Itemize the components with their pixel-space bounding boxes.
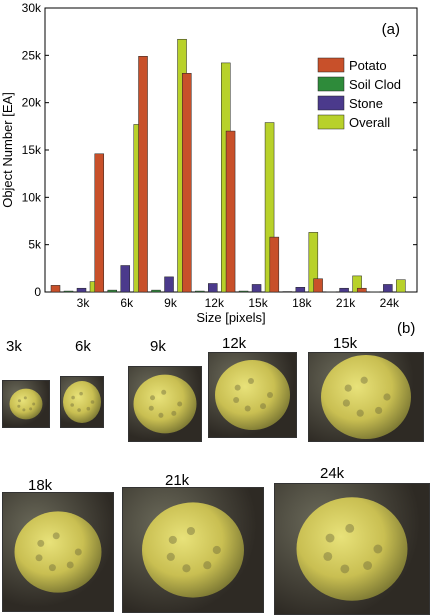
bar-potato: [182, 73, 192, 293]
bar-soil-clod: [107, 289, 118, 293]
x-axis-label: Size [pixels]: [196, 310, 265, 325]
bar-soil-clod: [151, 289, 161, 293]
x-tick-label: 24k: [380, 296, 400, 310]
bar-potato: [313, 278, 323, 293]
potato-sample-image: [122, 487, 264, 613]
y-tick-label: 0: [34, 285, 41, 299]
sample-size-label: 15k: [333, 335, 358, 352]
potato-sample-image: [128, 366, 202, 442]
y-tick-label: 30k: [22, 1, 42, 15]
bar-stone: [295, 287, 306, 293]
x-tick-label: 21k: [336, 296, 356, 310]
legend: Potato Soil Clod Stone Overall: [317, 57, 401, 130]
sample-size-label: 3k: [6, 338, 22, 355]
legend-swatch: [317, 57, 345, 73]
legend-label: Overall: [349, 115, 390, 130]
potato-shape: [296, 497, 408, 601]
bar-potato: [138, 56, 148, 293]
bar-overall: [264, 122, 275, 293]
legend-swatch: [317, 95, 345, 111]
y-tick-label: 5k: [28, 238, 42, 252]
bar-chart: 0 5k 10k 15k 20k 25k 30k 3k 6k 9k 12k 15k 18k 21k 24k…: [0, 1, 418, 325]
x-tick-label: 6k: [120, 296, 134, 310]
x-tick-label: 15k: [248, 296, 268, 310]
y-axis: 0 5k 10k 15k 20k 25k 30k: [22, 1, 417, 299]
sample-size-label: 6k: [75, 338, 91, 355]
y-tick-label: 15k: [22, 143, 42, 157]
sample-size-label: 9k: [150, 338, 166, 355]
bar-stone: [76, 287, 87, 293]
bar-potato: [357, 287, 367, 293]
potato-shape: [63, 381, 101, 423]
x-tick-label: 9k: [164, 296, 178, 310]
bar-overall: [308, 232, 319, 293]
legend-label: Stone: [349, 96, 383, 111]
bar-stone: [383, 284, 393, 293]
bar-overall: [396, 279, 406, 293]
x-tick-label: 18k: [292, 296, 312, 310]
sample-size-label: 21k: [165, 472, 190, 489]
y-tick-label: 25k: [22, 48, 42, 62]
bar-soil-clod: [238, 290, 249, 293]
bar-stone: [120, 265, 131, 293]
bar-soil-clod: [63, 290, 74, 293]
potato-sample-image: [60, 376, 104, 428]
potato-sample-image: [2, 380, 50, 428]
potato-shape: [142, 502, 244, 598]
legend-label: Soil Clod: [349, 77, 401, 92]
bar-stone: [208, 283, 218, 293]
legend-swatch: [317, 114, 345, 130]
potato-sample-image: [208, 352, 297, 438]
y-tick-label: 10k: [22, 190, 42, 204]
bar-potato: [269, 236, 280, 293]
bar-potato: [94, 153, 105, 293]
x-axis: 3k 6k 9k 12k 15k 18k 21k 24k: [77, 288, 400, 310]
bar-stone: [164, 276, 174, 293]
sample-size-label: 12k: [222, 335, 247, 352]
samples-panel-label: (b): [397, 320, 416, 337]
bar-potato: [225, 130, 236, 293]
sample-size-label: 24k: [320, 465, 345, 482]
x-tick-label: 3k: [77, 296, 91, 310]
bars: [50, 38, 406, 293]
potato-sample-image: [274, 483, 430, 615]
bar-stone: [339, 287, 349, 293]
potato-shape: [9, 388, 43, 420]
bar-potato: [50, 285, 61, 293]
bar-stone: [251, 284, 262, 293]
potato-shape: [14, 511, 102, 593]
potato-shape: [215, 360, 290, 430]
potato-shape: [321, 355, 411, 439]
bar-soil-clod: [195, 290, 205, 293]
sample-size-label: 18k: [28, 477, 53, 494]
chart-panel-label: (a): [382, 21, 400, 38]
x-tick-label: 12k: [205, 296, 225, 310]
y-tick-label: 20k: [22, 96, 42, 110]
potato-shape: [133, 374, 197, 434]
legend-swatch: [317, 76, 345, 92]
bar-overall: [352, 275, 362, 293]
y-axis-label: Object Number [EA]: [0, 92, 15, 208]
potato-sample-image: [2, 492, 114, 612]
legend-label: Potato: [349, 58, 387, 73]
potato-sample-image: [308, 352, 424, 442]
